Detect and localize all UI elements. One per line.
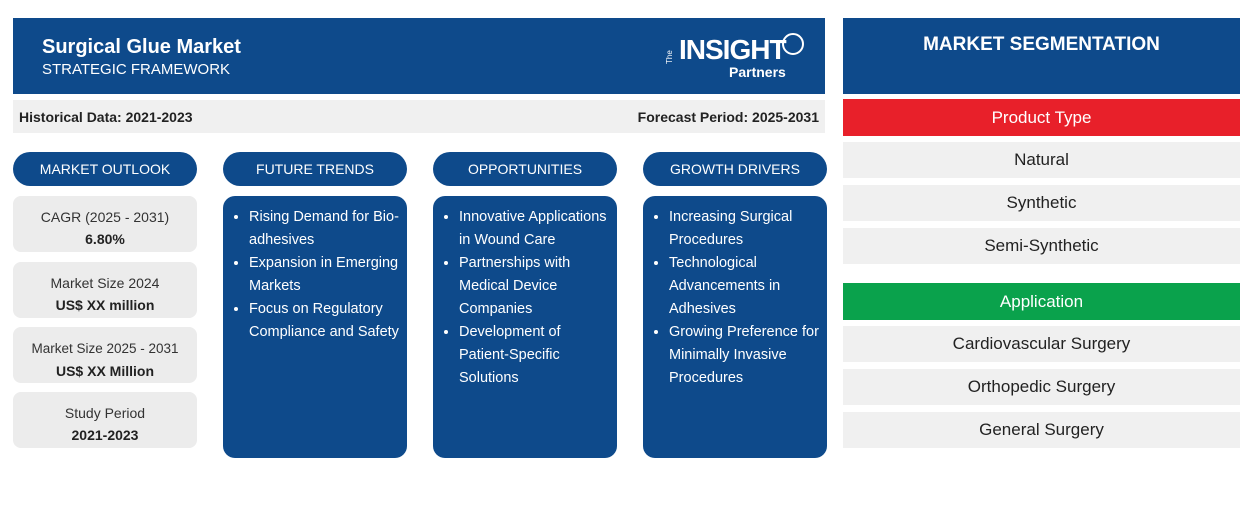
header-bar: Surgical Glue Market STRATEGIC FRAMEWORK… — [13, 18, 825, 94]
segment-item: General Surgery — [843, 412, 1240, 448]
title: Surgical Glue Market — [42, 36, 241, 58]
logo-suffix: Partners — [729, 64, 786, 80]
segment-heading: Application — [843, 283, 1240, 320]
segment-item: Orthopedic Surgery — [843, 369, 1240, 405]
bullet-item: Development of Patient-Specific Solution… — [459, 321, 609, 390]
outlook-box: Market Size 2024 US$ XX million — [13, 262, 197, 318]
outlook-value: US$ XX million — [55, 297, 155, 313]
outlook-value: 2021-2023 — [71, 427, 139, 443]
bullet-item: Expansion in Emerging Markets — [249, 252, 399, 298]
bullet-item: Technological Advancements in Adhesives — [669, 252, 819, 321]
bullet-list: Rising Demand for Bio-adhesivesExpansion… — [235, 206, 399, 344]
bullet-item: Innovative Applications in Wound Care — [459, 206, 609, 252]
logo-ring — [782, 33, 804, 55]
segment-heading: Product Type — [843, 99, 1240, 136]
outlook-label: Study Period — [64, 405, 146, 421]
outlook-label: Market Size 2024 — [50, 275, 160, 291]
subtitle: STRATEGIC FRAMEWORK — [42, 61, 231, 78]
outlook-label: CAGR (2025 - 2031) — [40, 209, 170, 225]
outlook-value: 6.80% — [85, 231, 125, 247]
segment-item: Semi-Synthetic — [843, 228, 1240, 264]
bullet-item: Rising Demand for Bio-adhesives — [249, 206, 399, 252]
historical-period: Historical Data: 2021-2023 — [19, 109, 193, 125]
bullet-item: Growing Preference for Minimally Invasiv… — [669, 321, 819, 390]
column-heading: GROWTH DRIVERS — [643, 152, 827, 186]
bullet-list: Increasing Surgical ProceduresTechnologi… — [655, 206, 819, 390]
outlook-box: Market Size 2025 - 2031 US$ XX Million — [13, 327, 197, 383]
outlook-label: Market Size 2025 - 2031 — [31, 341, 179, 356]
segment-item: Synthetic — [843, 185, 1240, 221]
bullet-list: Innovative Applications in Wound CarePar… — [445, 206, 609, 390]
bullet-item: Increasing Surgical Procedures — [669, 206, 819, 252]
forecast-period: Forecast Period: 2025-2031 — [637, 109, 819, 125]
column-heading: FUTURE TRENDS — [223, 152, 407, 186]
column-card: Innovative Applications in Wound CarePar… — [433, 196, 617, 458]
column-card: Rising Demand for Bio-adhesivesExpansion… — [223, 196, 407, 458]
logo-prefix: The — [665, 50, 674, 64]
bullet-item: Focus on Regulatory Compliance and Safet… — [249, 298, 399, 344]
segment-item: Natural — [843, 142, 1240, 178]
outlook-value: US$ XX Million — [55, 363, 154, 379]
column-heading: OPPORTUNITIES — [433, 152, 617, 186]
outlook-box: CAGR (2025 - 2031) 6.80% — [13, 196, 197, 252]
outlook-box: Study Period 2021-2023 — [13, 392, 197, 448]
column-card: Increasing Surgical ProceduresTechnologi… — [643, 196, 827, 458]
column-heading: MARKET OUTLOOK — [13, 152, 197, 186]
period-strip: Historical Data: 2021-2023 Forecast Peri… — [13, 100, 825, 133]
segment-item: Cardiovascular Surgery — [843, 326, 1240, 362]
segmentation-title: MARKET SEGMENTATION — [843, 18, 1240, 94]
bullet-item: Partnerships with Medical Device Compani… — [459, 252, 609, 321]
logo-name: INSIGHT — [679, 34, 787, 65]
